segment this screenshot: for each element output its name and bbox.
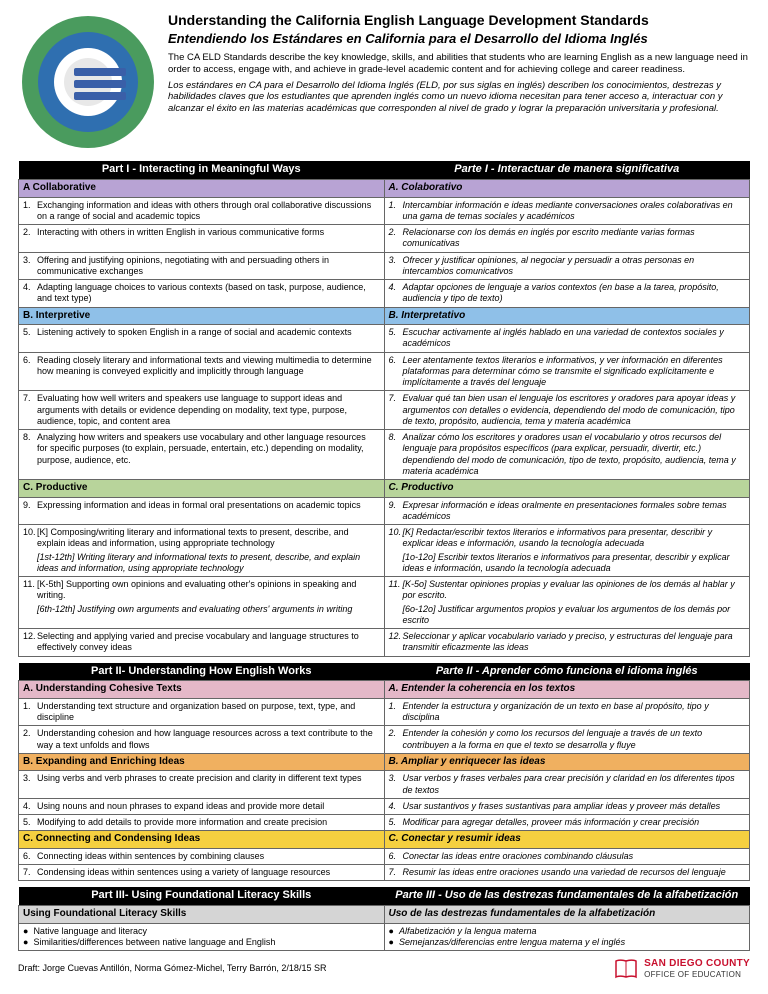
sdcoe-logo: SAN DIEGO COUNTY OFFICE OF EDUCATION: [614, 957, 750, 981]
footer-credit: Draft: Jorge Cuevas Antillón, Norma Góme…: [18, 963, 326, 974]
cell-es: 5.Escuchar activamente al inglés hablado…: [384, 325, 750, 353]
table-row: 9.Expressing information and ideas in fo…: [19, 497, 750, 525]
cell-en: 10.[K] Composing/writing literary and in…: [19, 525, 385, 577]
page-header: Understanding the California English Lan…: [18, 12, 750, 155]
cell-en: 11.[K-5th] Supporting own opinions and e…: [19, 577, 385, 629]
section-2b-bar: B. Expanding and Enriching IdeasB. Ampli…: [19, 753, 750, 771]
cell-es: 2.Relacionarse con los demás en inglés p…: [384, 225, 750, 253]
table-row: 5.Listening actively to spoken English i…: [19, 325, 750, 353]
part2-header-en: Part II- Understanding How English Works: [19, 663, 385, 681]
cell-en: 9.Expressing information and ideas in fo…: [19, 497, 385, 525]
table-row: 4.Using nouns and noun phrases to expand…: [19, 798, 750, 814]
cell-en: 4.Using nouns and noun phrases to expand…: [19, 798, 385, 814]
table-row: 6.Connecting ideas within sentences by c…: [19, 848, 750, 864]
logo-line1: SAN DIEGO COUNTY: [644, 958, 750, 971]
table-row: 3.Offering and justifying opinions, nego…: [19, 252, 750, 280]
cell-es: 3.Ofrecer y justificar opiniones, al neg…: [384, 252, 750, 280]
cell-en: 3.Using verbs and verb phrases to create…: [19, 771, 385, 799]
section-2a-bar: A. Understanding Cohesive TextsA. Entend…: [19, 681, 750, 699]
table-row: 10.[K] Composing/writing literary and in…: [19, 525, 750, 577]
part3-table: Part III- Using Foundational Literacy Sk…: [18, 887, 750, 951]
cell-en: 6.Connecting ideas within sentences by c…: [19, 848, 385, 864]
table-row: 4.Adapting language choices to various c…: [19, 280, 750, 308]
part2-table: Part II- Understanding How English Works…: [18, 663, 750, 882]
open-book-icon: [614, 957, 638, 981]
cell-es: 4.Usar sustantivos y frases sustantivas …: [384, 798, 750, 814]
cell-en: 1.Exchanging information and ideas with …: [19, 197, 385, 225]
table-row: 11.[K-5th] Supporting own opinions and e…: [19, 577, 750, 629]
part1-header-en: Part I - Interacting in Meaningful Ways: [19, 161, 385, 179]
cell-en: 4.Adapting language choices to various c…: [19, 280, 385, 308]
logo-line2: OFFICE OF EDUCATION: [644, 970, 750, 980]
part3-header-en: Part III- Using Foundational Literacy Sk…: [19, 887, 385, 905]
cell-es: 9.Expresar información e ideas oralmente…: [384, 497, 750, 525]
table-row: 2.Understanding cohesion and how languag…: [19, 726, 750, 754]
cell-es: 10.[K] Redactar/escribir textos literari…: [384, 525, 750, 577]
cell-es: 2.Entender la cohesión y como los recurs…: [384, 726, 750, 754]
table-row: 6.Reading closely literary and informati…: [19, 352, 750, 391]
part3-bullets-en: ● Native language and literacy ● Similar…: [19, 923, 385, 951]
cell-en: 5.Listening actively to spoken English i…: [19, 325, 385, 353]
cell-en: 3.Offering and justifying opinions, nego…: [19, 252, 385, 280]
cell-es: 5.Modificar para agregar detalles, prove…: [384, 815, 750, 831]
cell-en: 8.Analyzing how writers and speakers use…: [19, 430, 385, 480]
cell-es: 4.Adaptar opciones de lenguaje a varios …: [384, 280, 750, 308]
cell-en: 2.Understanding cohesion and how languag…: [19, 726, 385, 754]
cell-en: 1.Understanding text structure and organ…: [19, 698, 385, 726]
cell-en: 6.Reading closely literary and informati…: [19, 352, 385, 391]
section-3-bar: Using Foundational Literacy SkillsUso de…: [19, 906, 750, 924]
table-row: 3.Using verbs and verb phrases to create…: [19, 771, 750, 799]
table-row: 7.Condensing ideas within sentences usin…: [19, 865, 750, 881]
cell-es: 6.Leer atentamente textos literarios e i…: [384, 352, 750, 391]
cell-en: 7.Condensing ideas within sentences usin…: [19, 865, 385, 881]
section-2c-bar: C. Connecting and Condensing IdeasC. Con…: [19, 831, 750, 849]
cell-es: 7.Evaluar qué tan bien usan el lenguaje …: [384, 391, 750, 430]
intro-spanish: Los estándares en CA para el Desarrollo …: [168, 80, 750, 116]
cell-es: 6.Conectar las ideas entre oraciones com…: [384, 848, 750, 864]
section-c-bar: C. ProductiveC. Productivo: [19, 480, 750, 498]
table-row: 7.Evaluating how well writers and speake…: [19, 391, 750, 430]
table-row: 1.Understanding text structure and organ…: [19, 698, 750, 726]
cell-es: 3.Usar verbos y frases verbales para cre…: [384, 771, 750, 799]
table-row: 2.Interacting with others in written Eng…: [19, 225, 750, 253]
part3-header-es: Parte III - Uso de las destrezas fundame…: [384, 887, 750, 905]
intro-english: The CA ELD Standards describe the key kn…: [168, 52, 750, 76]
cell-es: 7.Resumir las ideas entre oraciones usan…: [384, 865, 750, 881]
title-spanish: Entendiendo los Estándares en California…: [168, 31, 750, 47]
section-b-bar: B. InterpretiveB. Interpretativo: [19, 307, 750, 325]
part1-header-es: Parte I - Interactuar de manera signific…: [384, 161, 750, 179]
cell-es: 12.Seleccionar y aplicar vocabulario var…: [384, 629, 750, 657]
cell-es: 1.Intercambiar información e ideas media…: [384, 197, 750, 225]
section-a-bar: A CollaborativeA. Colaborativo: [19, 180, 750, 198]
cell-en: 2.Interacting with others in written Eng…: [19, 225, 385, 253]
cell-en: 12.Selecting and applying varied and pre…: [19, 629, 385, 657]
title-english: Understanding the California English Lan…: [168, 12, 750, 30]
cell-en: 5.Modifying to add details to provide mo…: [19, 815, 385, 831]
table-row: 8.Analyzing how writers and speakers use…: [19, 430, 750, 480]
cell-es: 8.Analizar cómo los escritores y oradore…: [384, 430, 750, 480]
circle-diagram: [18, 12, 158, 155]
table-row: 12.Selecting and applying varied and pre…: [19, 629, 750, 657]
part1-table: Part I - Interacting in Meaningful Ways …: [18, 161, 750, 656]
part3-bullets-es: ● Alfabetización y la lengua materna ● S…: [384, 923, 750, 951]
cell-en: 7.Evaluating how well writers and speake…: [19, 391, 385, 430]
table-row: 5.Modifying to add details to provide mo…: [19, 815, 750, 831]
cell-es: 11.[K-5o] Sustentar opiniones propias y …: [384, 577, 750, 629]
table-row: 1.Exchanging information and ideas with …: [19, 197, 750, 225]
cell-es: 1.Entender la estructura y organización …: [384, 698, 750, 726]
part2-header-es: Parte II - Aprender cómo funciona el idi…: [384, 663, 750, 681]
page-footer: Draft: Jorge Cuevas Antillón, Norma Góme…: [18, 957, 750, 981]
